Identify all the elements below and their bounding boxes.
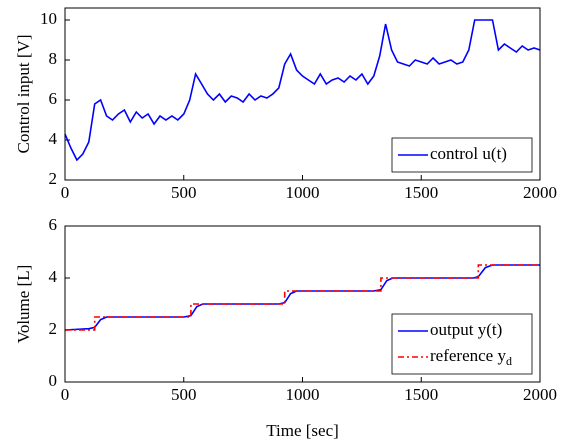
data-line <box>64 19 541 162</box>
x-tick-label: 2000 <box>523 385 557 404</box>
axes-box <box>64 225 541 383</box>
x-tick-label: 1500 <box>404 385 438 404</box>
x-tick-label: 1000 <box>286 183 320 202</box>
x-tick-label: 1000 <box>286 385 320 404</box>
y-tick-label: 0 <box>49 371 58 390</box>
y-tick-label: 2 <box>49 319 58 338</box>
x-tick-label: 0 <box>61 183 70 202</box>
x-tick-label: 500 <box>171 183 197 202</box>
y-tick-label: 6 <box>49 89 58 108</box>
x-tick-label: 1500 <box>404 183 438 202</box>
y-axis-label: Control input [V] <box>14 35 33 154</box>
axes-box <box>64 7 541 181</box>
x-tick-label: 500 <box>171 385 197 404</box>
y-tick-label: 2 <box>49 169 58 188</box>
x-tick-label: 0 <box>61 385 70 404</box>
y-tick-label: 4 <box>49 267 58 286</box>
y-tick-label: 10 <box>40 9 57 28</box>
y-tick-label: 8 <box>49 49 58 68</box>
legend-label: output y(t) <box>430 320 502 339</box>
x-axis-label: Time [sec] <box>266 421 339 440</box>
y-axis-label: Volume [L] <box>14 265 33 344</box>
data-line <box>65 264 540 331</box>
legend-label: reference yd <box>430 346 512 368</box>
x-tick-label: 2000 <box>523 183 557 202</box>
legend-label: control u(t) <box>430 144 507 163</box>
legend-box <box>391 313 533 375</box>
y-tick-label: 4 <box>49 129 58 148</box>
y-tick-label: 6 <box>49 215 58 234</box>
